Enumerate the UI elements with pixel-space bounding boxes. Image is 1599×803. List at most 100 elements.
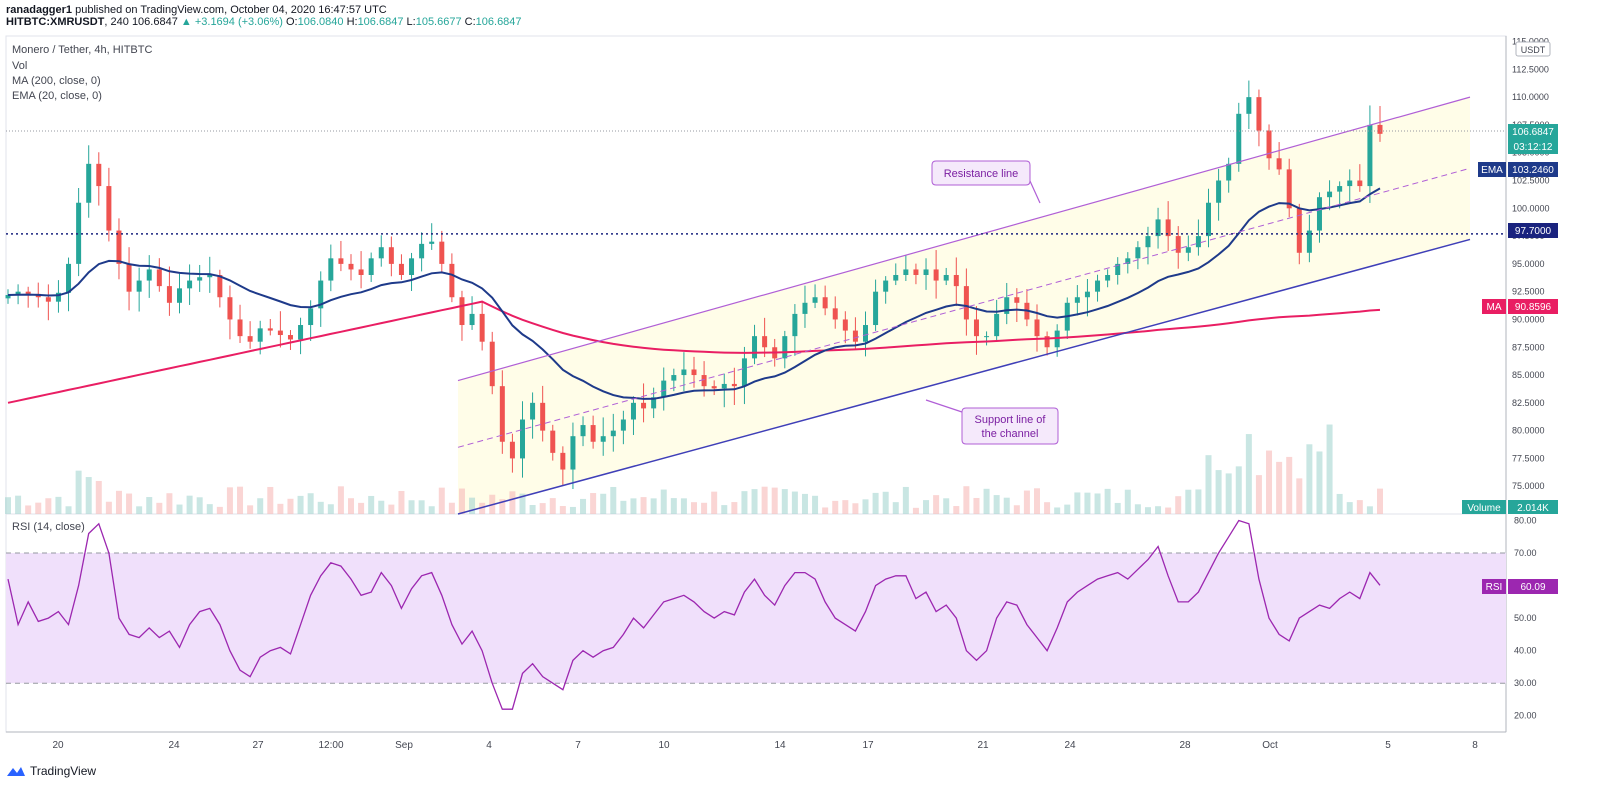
candle-body [368,258,374,275]
volume-bar [701,502,708,514]
support-callout[interactable]: Support line of the channel [925,399,1059,445]
level-badge[interactable]: 97.7000 [1508,223,1558,238]
volume-bar [1134,504,1141,514]
channel-midline[interactable] [457,167,1471,448]
volume-badge[interactable]: Volume 2.014K [1462,500,1558,514]
tradingview-logo-icon [7,767,25,776]
legend-rsi[interactable]: RSI (14, close) [12,521,85,533]
candle-body [701,375,707,387]
candle-body [570,436,576,470]
volume-bar [902,486,909,514]
author-name[interactable]: ranadagger1 [6,4,73,16]
volume-bar [650,498,657,514]
candle-body [943,275,949,281]
volume-bar [1215,470,1222,514]
time-tick-3: 12:00 [318,740,343,751]
ma-badge[interactable]: MA 90.8596 [1482,299,1558,314]
volume-bar [35,502,42,514]
currency-badge[interactable]: USDT [1515,41,1551,57]
volume-bar [1346,502,1353,514]
candle-body [822,297,828,309]
volume-bar [257,498,264,514]
high-label: H: [346,16,358,28]
volume-bar [680,498,687,514]
price-tick-3: 82.5000 [1512,398,1545,408]
volume-bar [237,486,244,514]
resistance-callout[interactable]: Resistance line [931,160,1041,204]
volume-bar [721,505,728,514]
legend-ema[interactable]: EMA (20, close, 0) [12,90,102,102]
price-tick-2: 80.0000 [1512,426,1545,436]
up-arrow-icon: ▲ [180,16,192,28]
last-price-badge[interactable]: 106.6847 03:12:12 [1508,124,1558,154]
volume-bar [973,497,980,514]
candle-body [832,308,838,320]
candle-body [711,386,717,389]
volume-bar [216,506,223,514]
volume-bar [1266,450,1273,514]
legend-vol[interactable]: Vol [12,60,28,72]
candle-body [984,336,990,338]
low-value: 105.6677 [415,16,462,28]
candle-body [217,275,223,298]
volume-bar [640,497,647,514]
volume-bar [156,502,163,514]
volume-bar [781,489,788,514]
candle-body [116,230,122,264]
price-tick-4: 85.0000 [1512,370,1545,380]
price-tick-15: 112.5000 [1512,64,1549,74]
resistance-trendline[interactable] [457,96,1471,382]
countdown-value: 03:12:12 [1514,142,1553,153]
candle-body [358,269,364,275]
price-chart[interactable]: Resistance line Support line of the chan… [0,0,1599,760]
time-tick-8: 14 [774,740,786,751]
ma200-line [7,300,1381,404]
candle-body [1074,297,1080,303]
time-axis-labels[interactable]: 20 24 27 12:00 Sep 4 7 10 14 17 21 24 28 Oct 5 8 [52,740,1478,751]
candle-body [146,269,152,281]
volume-bar [469,497,476,514]
rsi-badge-value: 60.09 [1520,582,1545,593]
candle-body [388,247,394,264]
tradingview-brand[interactable]: TradingView [30,764,97,778]
volume-bar [247,505,254,514]
volume-bar [115,490,122,514]
legend-ma[interactable]: MA (200, close, 0) [12,75,101,87]
last-price-text: 106.6847 [131,16,178,28]
candle-body [1195,236,1201,248]
candle-body [1014,297,1020,303]
candle-body [1105,275,1111,281]
volume-bar [509,491,516,514]
volume-bar [953,506,960,514]
candle-body [287,335,293,340]
candle-body [156,269,162,287]
volume-bar [126,493,133,514]
candle-body [681,369,687,376]
volume-bar [751,489,758,514]
volume-bar [1084,492,1091,514]
price-axis-labels[interactable]: 75.0000 77.5000 80.0000 82.5000 85.0000 87.50… [1512,37,1550,492]
volume-bar [549,498,556,514]
ema20-line [7,187,1381,400]
price-tick-7: 92.5000 [1512,287,1545,297]
high-value: 106.6847 [357,16,404,28]
candle-body [1165,219,1171,237]
rsi-badge[interactable]: RSI 60.09 [1482,579,1558,594]
ema-badge-value: 103.2460 [1512,165,1554,176]
price-tick-1: 77.5000 [1512,453,1545,463]
candle-body [1367,124,1373,187]
support-trendline[interactable] [457,238,1471,515]
volume-bar [1316,451,1323,514]
ema-badge[interactable]: EMA 103.2460 [1478,162,1558,177]
resistance-label: Resistance line [944,168,1019,180]
rsi-tick-6: 80.00 [1514,516,1537,526]
volume-bar [872,492,879,514]
candle-body [207,275,213,278]
support-label-1: Support line of [975,414,1047,426]
candle-body [106,186,112,231]
candle-body [913,269,919,275]
volume-bar [348,498,354,514]
candle-body [1256,97,1262,131]
volume-bar [600,493,607,514]
